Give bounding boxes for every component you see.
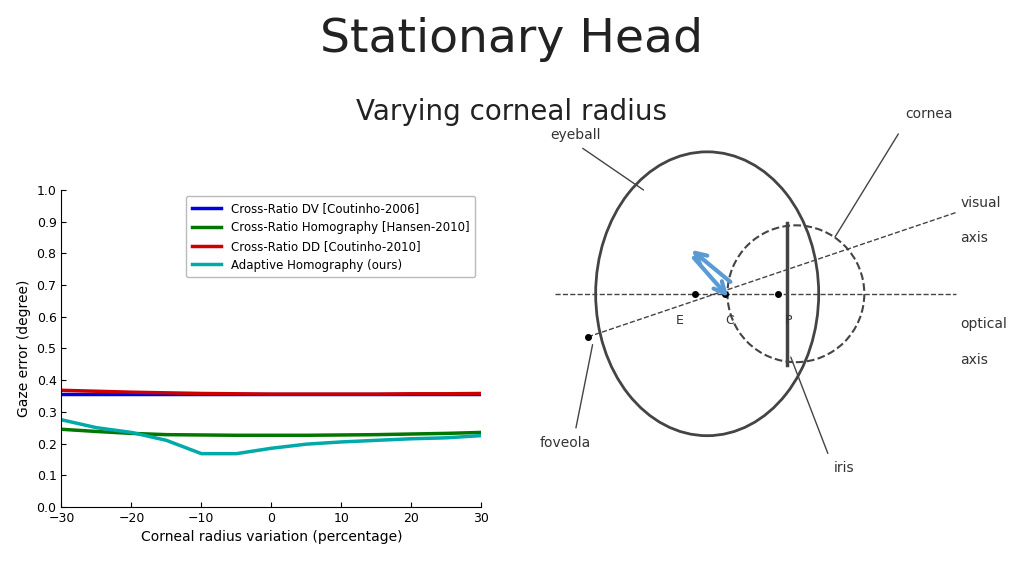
Cross-Ratio DD [Coutinho-2010] bbox=[230, 391, 243, 397]
Adaptive Homography (ours) bbox=[125, 429, 137, 436]
Cross-Ratio Homography [Hansen-2010] bbox=[90, 428, 102, 435]
Adaptive Homography (ours) bbox=[440, 434, 453, 441]
Cross-Ratio Homography [Hansen-2010] bbox=[125, 430, 137, 437]
Text: Stationary Head: Stationary Head bbox=[321, 17, 703, 62]
Cross-Ratio DD [Coutinho-2010] bbox=[161, 389, 173, 396]
Cross-Ratio DV [Coutinho-2006] bbox=[475, 391, 487, 398]
Cross-Ratio DD [Coutinho-2010] bbox=[335, 391, 347, 397]
Adaptive Homography (ours) bbox=[230, 450, 243, 457]
Text: visual: visual bbox=[961, 195, 1001, 210]
Adaptive Homography (ours) bbox=[475, 432, 487, 439]
Cross-Ratio DV [Coutinho-2006] bbox=[265, 391, 278, 398]
Adaptive Homography (ours) bbox=[90, 424, 102, 431]
Adaptive Homography (ours) bbox=[406, 435, 418, 442]
Cross-Ratio Homography [Hansen-2010] bbox=[161, 431, 173, 438]
Line: Adaptive Homography (ours): Adaptive Homography (ours) bbox=[61, 420, 481, 454]
Adaptive Homography (ours) bbox=[196, 450, 208, 457]
Cross-Ratio DV [Coutinho-2006] bbox=[406, 391, 418, 398]
Text: cornea: cornea bbox=[905, 107, 952, 122]
X-axis label: Corneal radius variation (percentage): Corneal radius variation (percentage) bbox=[140, 530, 402, 544]
Cross-Ratio DV [Coutinho-2006] bbox=[300, 391, 312, 398]
Text: eyeball: eyeball bbox=[550, 128, 600, 142]
Cross-Ratio DD [Coutinho-2010] bbox=[125, 389, 137, 396]
Cross-Ratio Homography [Hansen-2010] bbox=[371, 431, 383, 438]
Cross-Ratio DD [Coutinho-2010] bbox=[406, 391, 418, 397]
Cross-Ratio DV [Coutinho-2006] bbox=[335, 391, 347, 398]
Adaptive Homography (ours) bbox=[335, 438, 347, 445]
Line: Cross-Ratio DD [Coutinho-2010]: Cross-Ratio DD [Coutinho-2010] bbox=[61, 391, 481, 394]
Cross-Ratio Homography [Hansen-2010] bbox=[196, 431, 208, 438]
Cross-Ratio DD [Coutinho-2010] bbox=[90, 388, 102, 395]
Cross-Ratio DD [Coutinho-2010] bbox=[475, 390, 487, 397]
Text: axis: axis bbox=[961, 353, 988, 367]
Cross-Ratio DD [Coutinho-2010] bbox=[440, 391, 453, 397]
Text: foveola: foveola bbox=[540, 435, 591, 450]
Cross-Ratio Homography [Hansen-2010] bbox=[475, 429, 487, 436]
Text: iris: iris bbox=[834, 461, 854, 475]
Text: P: P bbox=[784, 314, 792, 327]
Legend: Cross-Ratio DV [Coutinho-2006], Cross-Ratio Homography [Hansen-2010], Cross-Rati: Cross-Ratio DV [Coutinho-2006], Cross-Ra… bbox=[186, 196, 475, 278]
Line: Cross-Ratio Homography [Hansen-2010]: Cross-Ratio Homography [Hansen-2010] bbox=[61, 429, 481, 435]
Cross-Ratio DV [Coutinho-2006] bbox=[371, 391, 383, 398]
Adaptive Homography (ours) bbox=[161, 437, 173, 444]
Cross-Ratio DV [Coutinho-2006] bbox=[90, 391, 102, 398]
Cross-Ratio DV [Coutinho-2006] bbox=[161, 391, 173, 398]
Cross-Ratio DV [Coutinho-2006] bbox=[230, 391, 243, 398]
Cross-Ratio DD [Coutinho-2010] bbox=[265, 391, 278, 397]
Text: E: E bbox=[676, 314, 683, 327]
Cross-Ratio Homography [Hansen-2010] bbox=[55, 426, 68, 433]
Adaptive Homography (ours) bbox=[371, 437, 383, 444]
Cross-Ratio Homography [Hansen-2010] bbox=[440, 430, 453, 437]
Cross-Ratio DV [Coutinho-2006] bbox=[125, 391, 137, 398]
Text: C: C bbox=[726, 314, 734, 327]
Cross-Ratio Homography [Hansen-2010] bbox=[406, 431, 418, 438]
Cross-Ratio DD [Coutinho-2010] bbox=[196, 390, 208, 397]
Cross-Ratio DV [Coutinho-2006] bbox=[196, 391, 208, 398]
Text: Varying corneal radius: Varying corneal radius bbox=[356, 98, 668, 126]
Y-axis label: Gaze error (degree): Gaze error (degree) bbox=[17, 280, 31, 417]
Cross-Ratio DD [Coutinho-2010] bbox=[55, 387, 68, 394]
Cross-Ratio Homography [Hansen-2010] bbox=[230, 432, 243, 439]
Adaptive Homography (ours) bbox=[300, 441, 312, 448]
Cross-Ratio DV [Coutinho-2006] bbox=[440, 391, 453, 398]
Text: axis: axis bbox=[961, 231, 988, 245]
Cross-Ratio DD [Coutinho-2010] bbox=[371, 391, 383, 397]
Adaptive Homography (ours) bbox=[265, 445, 278, 452]
Cross-Ratio DV [Coutinho-2006] bbox=[55, 391, 68, 398]
Cross-Ratio DD [Coutinho-2010] bbox=[300, 391, 312, 397]
Cross-Ratio Homography [Hansen-2010] bbox=[265, 432, 278, 439]
Cross-Ratio Homography [Hansen-2010] bbox=[335, 431, 347, 438]
Cross-Ratio Homography [Hansen-2010] bbox=[300, 432, 312, 439]
Adaptive Homography (ours) bbox=[55, 416, 68, 423]
Text: optical: optical bbox=[961, 317, 1008, 331]
